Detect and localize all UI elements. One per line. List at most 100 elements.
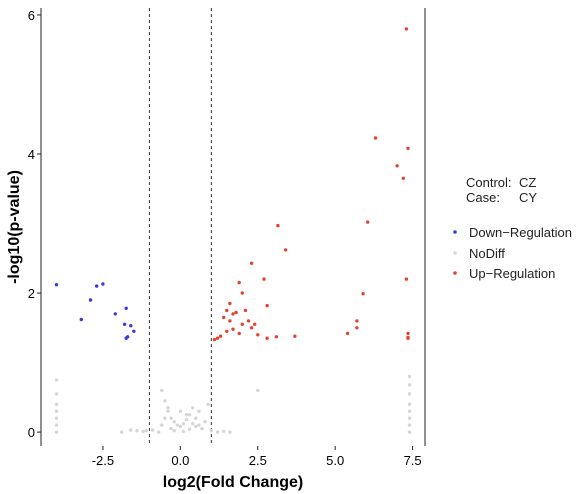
nodiff-point [129,428,133,432]
case-value: CY [519,190,537,205]
nodiff-point [54,416,59,420]
nodiff-point [206,402,210,406]
nodiff-point [163,399,167,403]
nodiff-point [160,388,164,393]
y-tick-label: 4 [28,147,35,162]
up-point [218,334,223,338]
nodiff-point [407,383,412,387]
nodiff-point [150,428,155,432]
up-point [215,336,220,340]
x-tick-label: 5.0 [326,453,344,468]
x-axis-title: log2(Fold Change) [163,474,303,491]
nodiff-point [197,423,201,427]
down-point [129,324,133,328]
nodiff-point [228,430,232,434]
legend-up-label: Up−Regulation [469,266,555,281]
up-point [406,331,410,336]
up-point [361,292,365,296]
nodiff-point [169,416,173,420]
up-point [366,220,370,224]
up-point [246,319,251,323]
up-point [262,277,266,281]
nodiff-point [181,422,186,426]
nodiff-point [200,426,204,431]
up-point [401,176,405,180]
nodiff-point [191,422,195,426]
x-tick-label: 0.0 [171,453,189,468]
up-point [234,310,238,315]
down-point [124,306,128,310]
nodiff-point [407,416,412,420]
nodiff-point [172,420,176,424]
nodiff-point [157,430,161,434]
up-point [276,223,280,228]
up-point [265,336,269,340]
up-point [274,335,279,339]
nodiff-point [191,406,195,410]
y-tick-label: 6 [28,8,35,23]
legend-down-marker [453,230,457,234]
up-point [231,312,235,316]
nodiff-point [256,388,260,393]
up-point [228,319,232,323]
down-point [88,298,93,302]
nodiff-point [407,392,412,396]
y-tick-label: 0 [28,425,35,440]
x-tick-label: -2.5 [92,453,114,468]
up-point [225,308,229,313]
nodiff-point [141,429,145,434]
up-point [237,331,241,336]
down-point [101,282,105,286]
nodiff-point [209,429,213,433]
nodiff-point [175,423,179,427]
nodiff-point [54,409,59,413]
up-point [395,164,399,168]
up-point [253,322,257,326]
nodiff-point [407,409,412,413]
legend-nodiff-marker [453,251,457,255]
up-point [243,308,248,313]
nodiff-point [54,430,59,434]
up-point [228,301,232,306]
nodiff-point [163,416,167,420]
nodiff-point [166,409,170,413]
nodiff-point [215,430,220,434]
up-point [237,280,241,285]
up-point [355,326,359,330]
nodiff-point [407,430,412,434]
up-point [283,248,288,252]
down-point [122,322,127,326]
up-point [249,326,254,330]
y-axis-title: -log10(p-value) [6,170,23,284]
nodiff-point [178,424,183,429]
nodiff-point [178,409,183,413]
x-ticks: -2.5 0.0 2.5 5.0 7.5 [92,446,422,468]
nodiff-point [222,429,226,434]
up-point [225,329,229,333]
nodiff-point [187,427,192,431]
nodiff-point [407,402,412,406]
nodiff-point [181,429,186,434]
control-label: Control: [466,175,512,190]
up-point [406,146,410,151]
down-point [95,284,99,288]
up-point [265,303,269,308]
nodiff-point [119,430,124,434]
y-ticks: 0 2 4 6 [28,8,41,440]
nodiff-point [407,423,412,427]
up-point [240,322,244,326]
nodiff-point [135,429,139,433]
nodiff-point [54,402,59,406]
nodiff-point [194,416,198,420]
nodiff-point [184,413,189,417]
up-point [404,27,409,31]
legend-down-label: Down−Regulation [469,225,572,240]
down-point [54,283,59,287]
nodiff-point [144,429,148,433]
nodiff-point [160,423,164,427]
x-tick-label: 7.5 [404,453,422,468]
up-point [406,336,410,340]
nodiff-point [54,378,59,382]
scatter-points [54,27,412,434]
